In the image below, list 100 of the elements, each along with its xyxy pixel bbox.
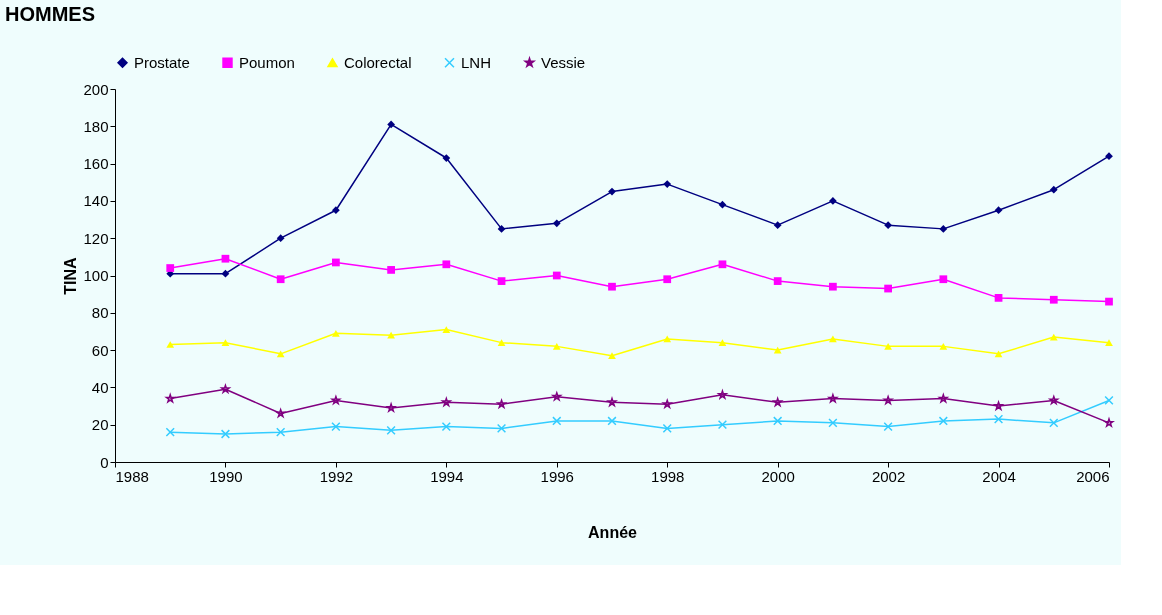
point	[829, 197, 837, 205]
point	[552, 219, 561, 228]
point	[663, 275, 672, 284]
point	[773, 416, 783, 426]
y-tick-label: 80	[91, 304, 109, 322]
point	[1105, 297, 1113, 306]
point	[829, 282, 837, 291]
point	[221, 254, 230, 263]
point	[387, 120, 395, 129]
x-tick-label: 2000	[761, 467, 795, 485]
x-axis-title: Année	[588, 523, 638, 541]
point	[662, 423, 672, 434]
point	[386, 425, 396, 435]
point	[828, 393, 838, 403]
point	[442, 260, 451, 269]
point	[717, 420, 728, 430]
x-tick-label: 1998	[651, 467, 685, 485]
point	[221, 269, 230, 278]
legend-label: Poumon	[239, 53, 295, 71]
point	[884, 221, 892, 230]
point	[442, 154, 451, 162]
x-tick-label: 2004	[982, 467, 1016, 485]
point	[332, 206, 340, 215]
point	[773, 221, 782, 230]
point	[552, 271, 561, 280]
point	[718, 339, 727, 346]
point	[884, 343, 892, 350]
point	[497, 277, 506, 285]
point	[828, 418, 838, 428]
point	[332, 258, 340, 267]
point	[166, 264, 175, 272]
point	[607, 397, 617, 407]
point	[607, 416, 617, 426]
point	[552, 343, 561, 350]
point	[939, 275, 948, 284]
x-tick-label: 2006	[1076, 467, 1110, 485]
point	[608, 352, 616, 360]
x-tick-label: 1988	[115, 467, 149, 485]
point	[1049, 295, 1058, 304]
point	[883, 421, 893, 432]
x-tick-label: 1992	[319, 467, 354, 485]
y-tick-label: 60	[91, 341, 109, 359]
x-tick-label: 1994	[430, 467, 464, 485]
legend-label: Colorectal	[344, 53, 412, 71]
point	[387, 266, 395, 274]
point	[993, 414, 1004, 424]
chart-title: HOMMES	[5, 3, 95, 25]
y-tick-label: 140	[83, 192, 109, 210]
point	[608, 187, 616, 196]
point	[165, 393, 175, 403]
point	[829, 335, 837, 343]
point	[718, 260, 727, 269]
point	[662, 399, 672, 409]
point	[276, 408, 286, 418]
point	[332, 329, 340, 337]
y-tick-label: 180	[83, 117, 109, 135]
point	[718, 200, 727, 209]
point	[552, 416, 562, 426]
point	[496, 423, 507, 434]
point	[608, 282, 616, 291]
point	[1104, 395, 1114, 406]
point	[939, 225, 948, 233]
point	[221, 339, 230, 346]
point	[497, 225, 506, 233]
point	[773, 277, 782, 285]
point	[276, 350, 285, 358]
point	[939, 343, 948, 350]
point	[387, 331, 395, 339]
y-axis-title: TINA	[62, 256, 80, 295]
x-tick-label: 1996	[540, 467, 574, 485]
point	[1105, 339, 1113, 346]
y-tick-label: 200	[83, 80, 109, 98]
point	[165, 427, 175, 437]
point	[497, 339, 506, 346]
legend-label: Prostate	[134, 53, 190, 71]
point	[663, 180, 672, 188]
point	[1049, 395, 1059, 405]
point	[442, 326, 451, 333]
y-tick-label: 160	[83, 155, 109, 173]
point	[938, 416, 948, 426]
legend-label: Vessie	[541, 53, 586, 71]
point	[994, 206, 1003, 215]
point	[441, 421, 451, 432]
y-tick-label: 100	[83, 267, 109, 284]
point	[883, 395, 893, 405]
legend-label: LNH	[461, 53, 492, 71]
y-tick-label: 20	[91, 416, 109, 434]
point	[994, 350, 1003, 358]
point	[1049, 185, 1058, 194]
point	[331, 395, 341, 405]
point	[331, 421, 341, 432]
y-tick-label: 0	[100, 453, 109, 471]
point	[166, 341, 175, 348]
x-tick-label: 1990	[209, 467, 243, 485]
y-tick-label: 40	[91, 378, 109, 396]
point	[884, 284, 892, 293]
x-tick-label: 2002	[871, 467, 906, 485]
point	[1049, 418, 1059, 428]
point	[994, 294, 1003, 302]
point	[276, 275, 285, 284]
